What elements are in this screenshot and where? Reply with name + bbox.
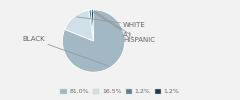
Text: A.I.: A.I. — [92, 12, 134, 38]
Text: HISPANIC: HISPANIC — [95, 11, 155, 43]
Legend: 81.0%, 16.5%, 1.2%, 1.2%: 81.0%, 16.5%, 1.2%, 1.2% — [58, 86, 182, 97]
Text: WHITE: WHITE — [77, 17, 146, 28]
Wedge shape — [89, 10, 94, 41]
Text: BLACK: BLACK — [23, 36, 108, 66]
Wedge shape — [62, 10, 125, 72]
Wedge shape — [65, 10, 94, 41]
Wedge shape — [91, 10, 94, 41]
